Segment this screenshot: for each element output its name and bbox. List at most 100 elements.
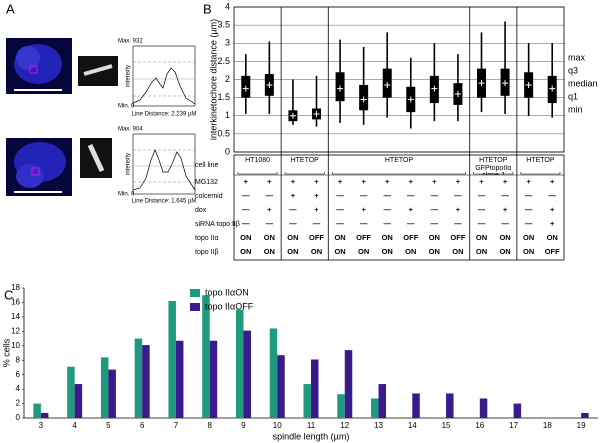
table-cell: + [550, 177, 555, 186]
table-cell: ON [240, 233, 251, 242]
x-tick-label: 5 [106, 421, 111, 430]
y-tick-label: 1 [225, 110, 230, 120]
y-tick-label: 2 [225, 74, 230, 84]
table-cell: + [314, 205, 319, 214]
table-cell: — [407, 219, 415, 228]
x-tick-label: 14 [408, 421, 417, 430]
profile-ylabel: intensity [126, 65, 132, 87]
x-tick-label: 17 [509, 421, 518, 430]
cell-line-label: HT1080 [245, 157, 271, 164]
table-cell: — [383, 205, 391, 214]
table-cell: + [314, 177, 319, 186]
median [478, 80, 485, 87]
table-cell: OFF [403, 233, 418, 242]
y-tick-label: 4 [225, 1, 230, 11]
panel-label: B [203, 1, 212, 16]
y-tick-label: 16 [11, 298, 20, 307]
group-bracket [520, 172, 561, 175]
group-bracket [331, 172, 467, 175]
profile-max: Max. 932 [118, 39, 143, 45]
x-axis-label: spindle length (µm) [273, 431, 350, 441]
table-cell: — [336, 191, 344, 200]
x-tick-label: 10 [273, 421, 282, 430]
profile-min: Min. 0 [118, 192, 135, 198]
bar [303, 384, 311, 418]
bar [446, 393, 454, 418]
bar [344, 350, 353, 418]
row-label: topo IIα [195, 235, 219, 242]
y-tick-label: 4 [16, 384, 21, 393]
table-cell: — [383, 191, 391, 200]
row-label: colcemid [195, 193, 223, 200]
bar [371, 398, 379, 418]
y-tick-label: 14 [11, 312, 20, 321]
y-tick-label: 0 [225, 146, 230, 156]
table-cell: ON [264, 247, 275, 256]
table-cell: OFF [309, 233, 324, 242]
bar [378, 384, 387, 418]
bar [108, 369, 116, 418]
row-label: cell line [195, 162, 218, 169]
stat-label: q1 [568, 91, 578, 101]
table-cell: + [479, 177, 484, 186]
table-cell: ON [358, 247, 369, 256]
table-cell: — [548, 191, 556, 200]
x-tick-label: 9 [241, 421, 246, 430]
bar [311, 359, 319, 418]
table-cell: — [313, 219, 321, 228]
bar [235, 309, 244, 418]
nucleus [16, 46, 40, 70]
table-cell: + [338, 177, 343, 186]
table-cell: — [431, 205, 439, 214]
profile-distance: Line Distance: 2.239 µM [132, 112, 197, 118]
y-axis-label: interkinetochore distance (µm) [208, 19, 218, 140]
stat-label: median [568, 78, 598, 88]
table-cell: + [291, 191, 296, 200]
profile-line [132, 67, 196, 105]
group-bracket [473, 172, 514, 175]
table-cell: ON [547, 233, 558, 242]
table-frame [233, 154, 565, 261]
y-tick-label: 18 [11, 283, 20, 292]
stat-label: q3 [568, 65, 578, 75]
table-cell: + [409, 177, 414, 186]
y-tick-label: 0.5 [217, 128, 230, 138]
table-cell: OFF [450, 233, 465, 242]
table-cell: + [267, 177, 272, 186]
table-cell: — [242, 219, 250, 228]
cell-line-label: HTETOP [526, 157, 555, 164]
bar [134, 338, 143, 418]
table-cell: — [407, 191, 415, 200]
table-cell: ON [405, 247, 416, 256]
x-tick-label: 7 [174, 421, 179, 430]
bar [243, 330, 251, 418]
table-cell: — [266, 219, 274, 228]
row-label: MG132 [195, 179, 218, 186]
profile-min: Min. 0 [118, 104, 135, 110]
table-cell: ON [334, 233, 345, 242]
y-tick-label: 2 [16, 399, 21, 408]
cell-line-label-box: HTETOP [526, 157, 555, 164]
median [454, 91, 461, 97]
x-tick-label: 13 [374, 421, 383, 430]
cell-line-label-box: HTETOP [291, 157, 319, 164]
table-cell: + [550, 205, 555, 214]
x-tick-label: 6 [140, 421, 145, 430]
table-cell: — [431, 219, 439, 228]
table-cell: ON [499, 233, 510, 242]
cell-line-label-box: HT1080 [245, 157, 271, 164]
table-cell: — [289, 219, 297, 228]
median [266, 81, 273, 88]
bar [74, 384, 83, 418]
spindle [87, 143, 105, 173]
median [525, 81, 532, 88]
median [384, 81, 391, 88]
table-cell: ON [311, 247, 322, 256]
bar [40, 412, 49, 418]
table-cell: + [456, 205, 461, 214]
table-cell: ON [334, 247, 345, 256]
table-cell: ON [523, 233, 534, 242]
table-cell: ON [240, 247, 251, 256]
y-tick-label: 1.5 [217, 92, 230, 102]
